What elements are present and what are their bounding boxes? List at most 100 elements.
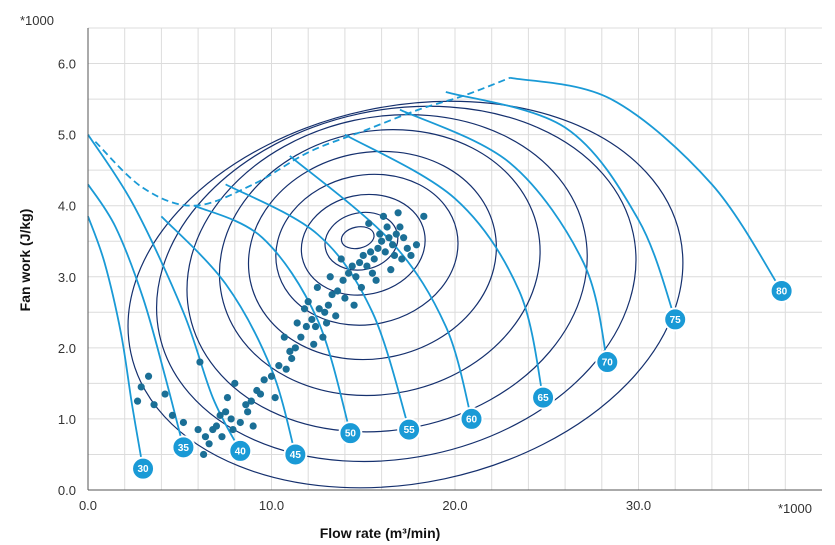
- operating-point: [242, 401, 250, 409]
- speed-line-60: [289, 155, 473, 420]
- operating-point: [275, 362, 283, 370]
- operating-point: [302, 322, 310, 331]
- operating-point: [161, 390, 169, 398]
- plot-frame: [87, 28, 822, 491]
- operating-point: [222, 408, 230, 416]
- speed-badge-55: 55: [397, 417, 422, 442]
- x-tick-label: 20.0: [442, 498, 467, 513]
- speed-badge-circle: [131, 456, 156, 481]
- operating-point: [407, 251, 415, 260]
- speed-badge-75: 75: [663, 307, 688, 332]
- operating-point: [328, 290, 336, 299]
- operating-point: [344, 269, 353, 277]
- operating-point: [313, 283, 321, 292]
- speed-badge-circle: [663, 307, 688, 332]
- operating-point: [311, 322, 320, 331]
- speed-badge-label: 70: [602, 358, 614, 369]
- operating-point: [304, 298, 312, 306]
- operating-point: [352, 273, 360, 281]
- surge-line-dashed: [94, 76, 511, 207]
- y-tick-label: 2.0: [58, 341, 76, 356]
- x-tick-label: 10.0: [259, 498, 284, 513]
- speed-badge-label: 30: [137, 464, 149, 475]
- operating-point: [385, 234, 393, 242]
- speed-line-45: [160, 215, 297, 455]
- operating-point: [212, 422, 221, 430]
- operating-point: [244, 408, 252, 416]
- operating-point: [348, 262, 356, 270]
- speed-badge-circle: [228, 438, 253, 463]
- speed-badge-circle: [531, 385, 556, 410]
- operating-point: [282, 365, 290, 373]
- operating-point: [133, 397, 142, 405]
- speed-badge-label: 50: [345, 429, 357, 440]
- operating-point: [390, 251, 399, 260]
- operating-point: [196, 358, 204, 366]
- speed-badge-circle: [338, 421, 363, 446]
- operating-point: [355, 258, 364, 267]
- operating-point: [357, 283, 366, 292]
- operating-point: [365, 219, 373, 228]
- speed-line-70: [399, 108, 609, 363]
- operating-point: [200, 450, 208, 459]
- operating-point: [400, 234, 408, 242]
- speed-line-35: [87, 183, 185, 448]
- y-axis-title: Fan work (J/kg): [17, 209, 33, 312]
- operating-point: [359, 251, 367, 260]
- speed-badge-label: 40: [235, 446, 247, 457]
- speed-badge-circle: [595, 350, 620, 375]
- operating-point: [363, 262, 371, 270]
- operating-point: [372, 276, 380, 284]
- operating-point: [376, 230, 384, 238]
- efficiency-contour: [247, 150, 497, 361]
- speed-badge-label: 65: [538, 393, 550, 404]
- operating-point: [179, 418, 188, 427]
- operating-point: [291, 344, 299, 352]
- x-axis-title: Flow rate (m³/min): [320, 525, 441, 541]
- surge-line: [94, 76, 511, 207]
- grid-lines: [88, 27, 822, 490]
- speed-badge-label: 35: [178, 443, 190, 454]
- efficiency-contours: [127, 100, 684, 489]
- operating-point: [293, 319, 301, 327]
- operating-point: [368, 269, 377, 277]
- operating-point: [231, 379, 239, 387]
- speed-badge-35: 35: [171, 435, 196, 460]
- operating-point: [247, 397, 255, 405]
- speed-badge-60: 60: [459, 406, 484, 431]
- operating-point: [420, 212, 428, 220]
- operating-point: [218, 433, 226, 441]
- operating-point: [332, 312, 340, 320]
- operating-point: [389, 241, 397, 249]
- operating-point: [150, 401, 158, 409]
- speed-badge-label: 60: [466, 414, 478, 425]
- tick-labels: 0.0 10.0 20.0 30.0 0.0 1.0 2.0 3.0 4.0 5.0 6.0: [58, 57, 651, 513]
- efficiency-contour: [300, 193, 426, 296]
- operating-point: [249, 422, 257, 430]
- operating-point: [137, 383, 145, 391]
- operating-point: [308, 315, 316, 324]
- operating-point: [227, 415, 235, 423]
- x-tick-label: 0.0: [79, 498, 97, 513]
- operating-point: [205, 440, 213, 448]
- efficiency-contour: [218, 129, 541, 397]
- operating-point: [288, 354, 296, 363]
- speed-line-65: [344, 133, 544, 398]
- y-tick-label: 6.0: [58, 57, 76, 72]
- operating-point: [229, 425, 237, 434]
- operating-point: [383, 223, 391, 231]
- operating-point: [286, 347, 294, 355]
- y-tick-label: 4.0: [58, 199, 76, 214]
- speed-badge-circle: [397, 417, 422, 442]
- speed-badge-70: 70: [595, 350, 620, 375]
- operating-point: [374, 244, 382, 252]
- speed-badge-circle: [459, 406, 484, 431]
- operating-point: [322, 319, 331, 327]
- operating-point: [319, 333, 327, 341]
- operating-point: [267, 372, 276, 380]
- operating-point: [378, 237, 386, 245]
- operating-point: [339, 276, 347, 284]
- operating-point: [321, 308, 329, 316]
- operating-point: [194, 425, 202, 434]
- speed-line-75: [445, 91, 677, 320]
